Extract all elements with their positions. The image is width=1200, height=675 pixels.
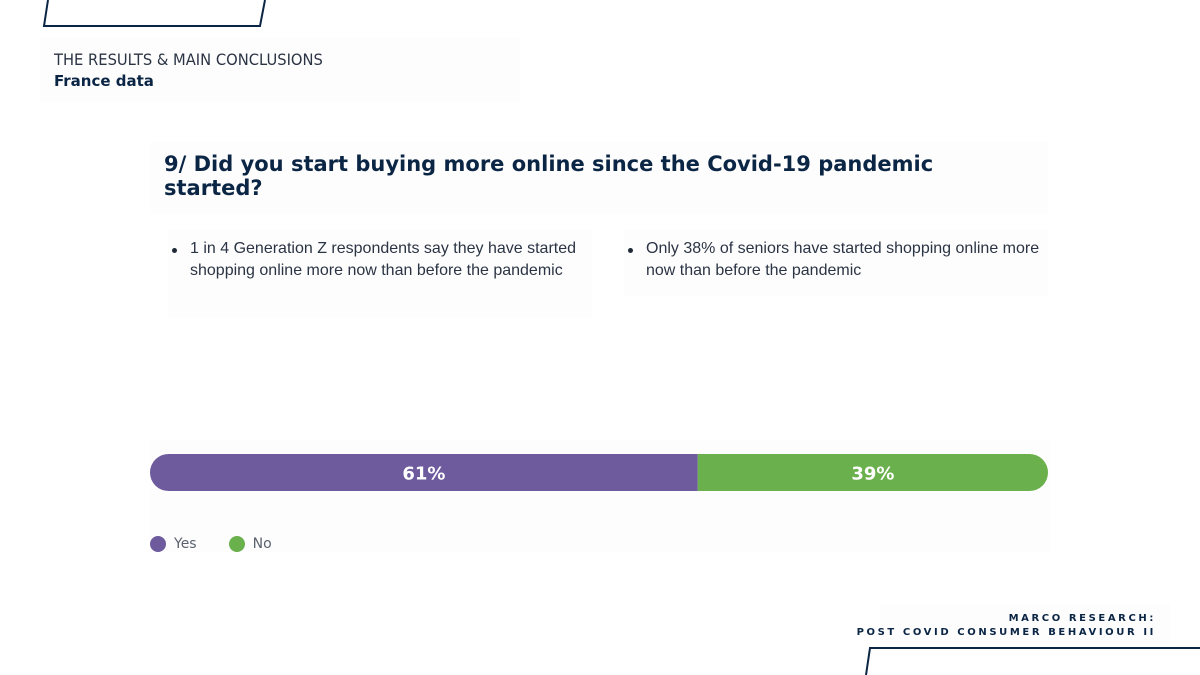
question-title: 9/ Did you start buying more online sinc…: [164, 152, 934, 200]
legend-item-yes: Yes: [150, 536, 197, 552]
legend-swatch: [228, 536, 245, 552]
bullet-text: 1 in 4 Generation Z respondents say they…: [190, 240, 577, 279]
bullet-text: Only 38% of seniors have started shoppin…: [646, 240, 1040, 279]
question-block: 9/ Did you start buying more online sinc…: [150, 142, 1048, 214]
header-block: THE RESULTS & MAIN CONCLUSIONS France da…: [40, 38, 520, 102]
footer-brand: MARCO RESEARCH:: [1008, 613, 1156, 624]
bar-segment-no: [697, 454, 1048, 491]
bar-data-label-yes: 61%: [402, 464, 445, 485]
section-title: THE RESULTS & MAIN CONCLUSIONS: [54, 50, 323, 69]
bullet-icon: [172, 248, 177, 253]
stacked-bar-chart: 61% 39%: [150, 454, 1048, 491]
chart-legend: Yes No: [150, 535, 304, 553]
footer-report-title: POST COVID CONSUMER BEHAVIOUR II: [856, 627, 1156, 638]
bar-segment-yes: [150, 454, 698, 491]
bullet-icon: [628, 248, 633, 253]
section-subtitle: France data: [54, 72, 154, 90]
chart-area: 61% 39% Yes No: [150, 440, 1050, 552]
bullet-point: Only 38% of seniors have started shoppin…: [624, 230, 1048, 296]
bar-data-label-no: 39%: [851, 464, 894, 485]
legend-swatch: [150, 536, 166, 552]
legend-label: No: [252, 536, 272, 552]
footer-block: MARCO RESEARCH: POST COVID CONSUMER BEHA…: [857, 604, 1170, 642]
bottom-decorative-line: [865, 647, 1200, 675]
bullet-point: 1 in 4 Generation Z respondents say they…: [168, 230, 592, 318]
top-decorative-shape: [42, 0, 266, 27]
legend-label: Yes: [174, 536, 197, 552]
legend-item-no: No: [228, 536, 272, 552]
